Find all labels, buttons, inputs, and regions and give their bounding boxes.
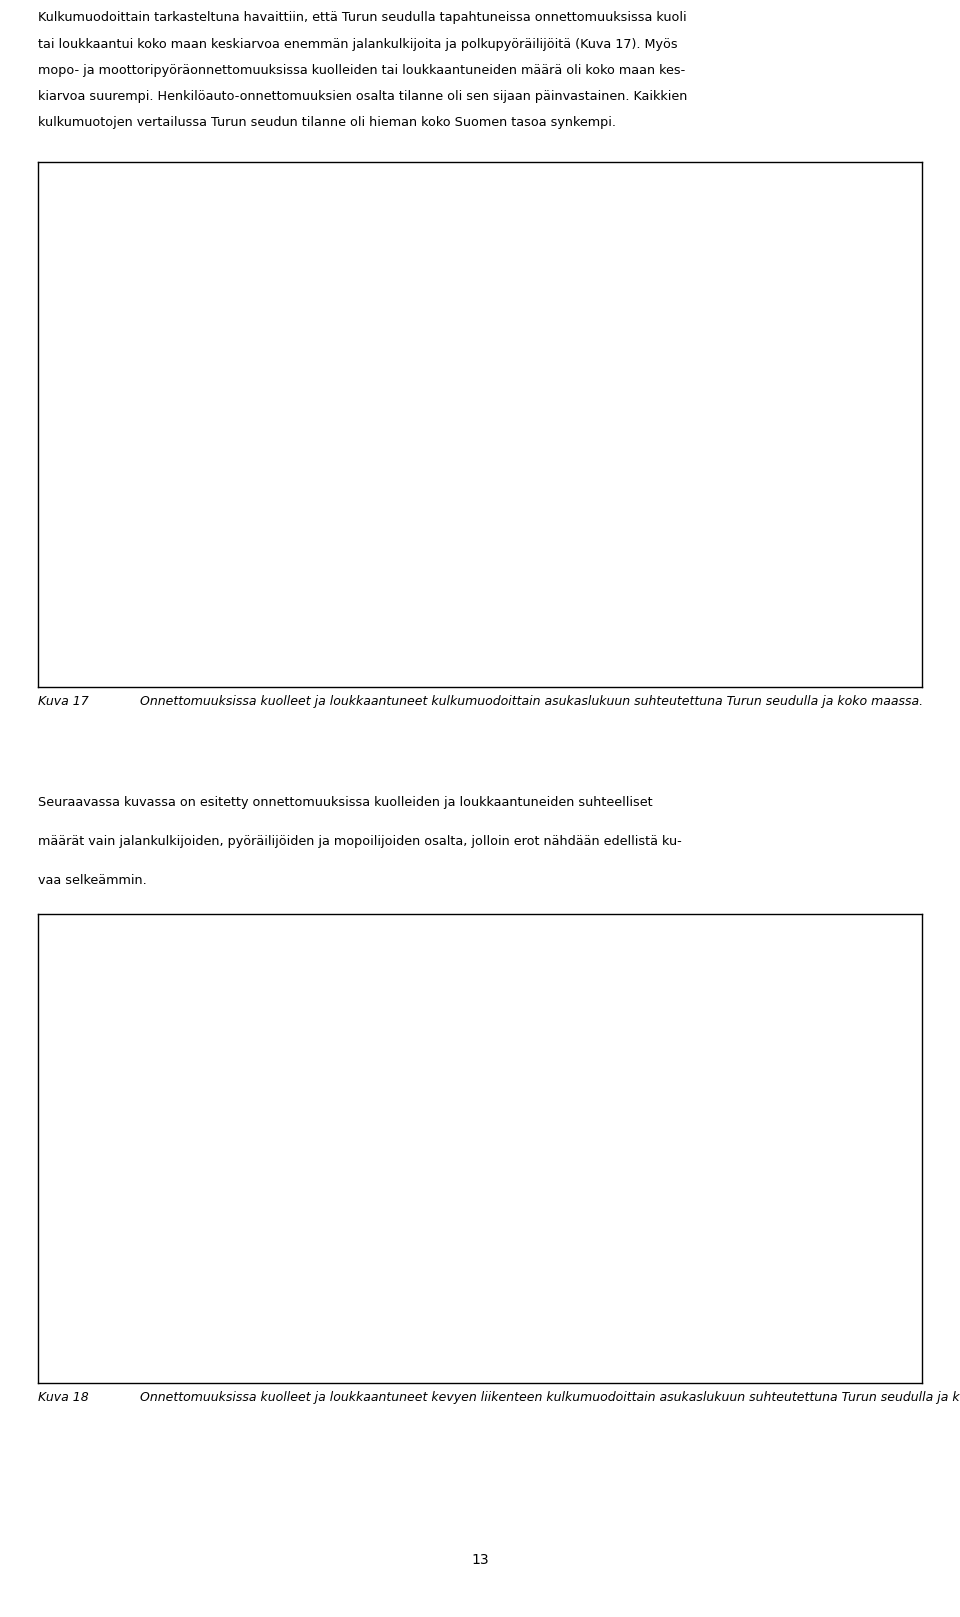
- Bar: [690, 1088, 783, 1286]
- Text: 13: 13: [471, 1554, 489, 1567]
- Text: vaa selkeämmin.: vaa selkeämmin.: [38, 875, 147, 888]
- Title: Onnettomuuksissa kuolleet ja loukkaantuneet kulkumuodoittain
vuosina 2001-2010: Onnettomuuksissa kuolleet ja loukkaantun…: [252, 186, 785, 218]
- Bar: [304, 566, 342, 606]
- Bar: [802, 252, 839, 606]
- Bar: [268, 553, 304, 606]
- Text: määrät vain jalankulkijoiden, pyöräilijöiden ja mopoilijoiden osalta, jolloin er: määrät vain jalankulkijoiden, pyöräilijö…: [38, 834, 683, 847]
- Text: kulkumuotojen vertailussa Turun seudun tilanne oli hieman koko Suomen tasoa synk: kulkumuotojen vertailussa Turun seudun t…: [38, 116, 616, 129]
- Bar: [518, 1088, 612, 1286]
- Text: Onnettomuuksissa kuolleet ja loukkaantuneet kevyen liikenteen kulkumuodoittain a: Onnettomuuksissa kuolleet ja loukkaantun…: [140, 1391, 960, 1404]
- Text: kiarvoa suurempi. Henkilöauto-onnettomuuksien osalta tilanne oli sen sijaan päin: kiarvoa suurempi. Henkilöauto-onnettomuu…: [38, 91, 687, 103]
- Text: Kuva 18: Kuva 18: [38, 1391, 89, 1404]
- Legend: Turun seutu, Koko maa: Turun seutu, Koko maa: [356, 637, 565, 663]
- Legend: Turun seutu, Koko maa: Turun seutu, Koko maa: [356, 1332, 565, 1358]
- Bar: [481, 576, 518, 606]
- Text: Kuva 17: Kuva 17: [38, 695, 89, 708]
- Text: Seuraavassa kuvassa on esitetty onnettomuuksissa kuolleiden ja loukkaantuneiden : Seuraavassa kuvassa on esitetty onnettom…: [38, 796, 653, 808]
- Bar: [425, 1017, 518, 1286]
- Bar: [695, 532, 732, 606]
- Bar: [518, 581, 556, 606]
- Text: Kulkumuodoittain tarkasteltuna havaittiin, että Turun seudulla tapahtuneissa onn: Kulkumuodoittain tarkasteltuna havaittii…: [38, 11, 687, 24]
- Bar: [625, 480, 662, 606]
- Bar: [160, 572, 198, 606]
- Text: Onnettomuuksissa kuolleet ja loukkaantuneet kulkumuodoittain asukaslukuun suhteu: Onnettomuuksissa kuolleet ja loukkaantun…: [140, 695, 924, 708]
- Bar: [198, 579, 235, 606]
- Bar: [839, 254, 876, 606]
- Bar: [374, 566, 412, 606]
- Y-axis label: henkilöä / 1000 asukasta: henkilöä / 1000 asukasta: [68, 343, 81, 490]
- Bar: [253, 1151, 347, 1286]
- Y-axis label: henkilöä / 1000 asukasta: henkilöä / 1000 asukasta: [68, 1054, 81, 1201]
- Bar: [412, 577, 449, 606]
- Title: Onnettomuuksissa kuolleet ja loukkaantuneet kevyen liikenteen
kulkumuodoittain v: Onnettomuuksissa kuolleet ja loukkaantun…: [252, 930, 785, 962]
- Text: tai loukkaantui koko maan keskiarvoa enemmän jalankulkijoita ja polkupyöräilijöi: tai loukkaantui koko maan keskiarvoa ene…: [38, 37, 678, 50]
- Bar: [588, 492, 625, 606]
- Text: mopo- ja moottoripyöräonnettomuuksissa kuolleiden tai loukkaantuneiden määrä oli: mopo- ja moottoripyöräonnettomuuksissa k…: [38, 63, 685, 78]
- Bar: [783, 1142, 876, 1286]
- Bar: [732, 526, 769, 606]
- Bar: [160, 1130, 253, 1286]
